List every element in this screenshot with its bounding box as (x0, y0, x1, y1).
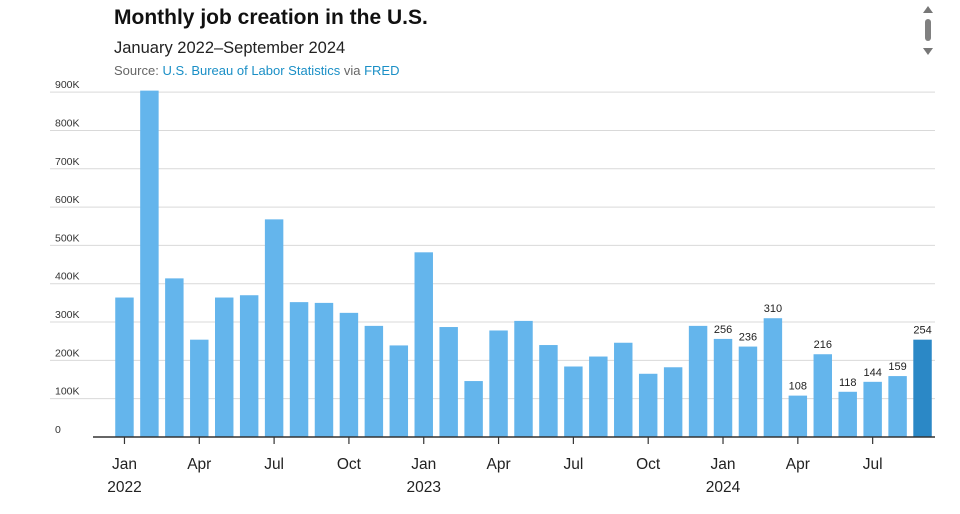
data-label: 236 (739, 332, 757, 344)
bar-23 (688, 325, 708, 437)
bar-27 (788, 395, 808, 437)
bar-11 (389, 345, 409, 437)
bar-13 (439, 327, 458, 437)
bar-5 (239, 295, 259, 437)
chart-source: Source: U.S. Bureau of Labor Statistics … (114, 63, 399, 78)
bar-19 (589, 356, 608, 437)
x-tick-year-label: 2023 (407, 479, 441, 496)
source-link-fred[interactable]: FRED (364, 63, 400, 78)
x-axis-tick-labels: Jan 2022 Apr Jul Oct Jan 2023 Apr Jul Oct Jan 2024 A… (107, 437, 883, 496)
y-tick-label: 900K (55, 79, 80, 91)
data-label: 256 (714, 324, 732, 336)
bar-26 (763, 318, 783, 437)
data-label: 254 (913, 325, 931, 337)
y-tick-label: 100K (55, 386, 80, 398)
y-tick-label: 600K (55, 194, 80, 206)
data-label: 216 (814, 339, 832, 351)
bar-30 (863, 381, 882, 437)
x-tick-label: Jul (863, 456, 883, 473)
data-label: 310 (764, 303, 782, 315)
bar-14 (464, 381, 483, 437)
bar-28 (813, 354, 833, 437)
bar-15 (489, 330, 508, 437)
scroll-thumb[interactable] (925, 19, 931, 41)
y-tick-label: 0 (55, 424, 61, 436)
bar-12 (414, 252, 433, 437)
y-tick-label: 400K (55, 271, 80, 283)
x-tick-label: Jul (563, 456, 583, 473)
bar-22 (663, 367, 683, 437)
bar-1 (140, 90, 159, 438)
y-tick-label: 700K (55, 156, 80, 168)
x-tick-label: Apr (786, 456, 810, 473)
y-tick-label: 200K (55, 347, 80, 359)
scroll-indicator-icon[interactable] (920, 6, 938, 58)
y-tick-label: 500K (55, 232, 80, 244)
bar-25 (738, 346, 758, 437)
bar-7 (289, 302, 309, 437)
x-tick-label: Jan (711, 456, 736, 473)
bar-18 (564, 366, 583, 437)
source-link-bls[interactable]: U.S. Bureau of Labor Statistics (162, 63, 341, 78)
data-label: 118 (839, 377, 857, 389)
data-labels: 256 236 310 108 216 118 144 159 254 (714, 303, 932, 392)
bar-0 (115, 297, 134, 437)
x-tick-label: Jan (411, 456, 436, 473)
bar-6 (264, 219, 284, 437)
bar-24 (713, 338, 733, 437)
x-tick-year-label: 2024 (706, 479, 741, 496)
source-prefix: Source: (114, 63, 159, 78)
bar-17 (539, 345, 558, 437)
bar-3 (190, 339, 209, 437)
bar-16 (514, 320, 533, 437)
bar-21 (638, 373, 658, 437)
x-tick-label: Jul (264, 456, 284, 473)
data-label: 159 (888, 361, 906, 373)
bar-8 (314, 302, 334, 437)
bar-32 (913, 339, 932, 437)
source-via: via (343, 63, 361, 78)
bar-4 (214, 297, 234, 437)
x-tick-label: Apr (486, 456, 510, 473)
bar-31 (888, 376, 907, 437)
scroll-up-arrow-icon[interactable] (923, 6, 933, 13)
y-axis-tick-labels: 0 100K 200K 300K 400K 500K 600K 700K 800K 900K (55, 79, 80, 436)
x-tick-label: Oct (636, 456, 661, 473)
chart-subtitle: January 2022–September 2024 (114, 39, 346, 57)
x-tick-year-label: 2022 (107, 479, 141, 496)
chart-title: Monthly job creation in the U.S. (114, 6, 428, 29)
x-tick-label: Apr (187, 456, 211, 473)
bar-10 (364, 325, 384, 437)
bar-29 (838, 391, 857, 437)
bars (115, 90, 932, 438)
bar-9 (339, 312, 359, 437)
x-tick-label: Oct (337, 456, 362, 473)
x-tick-label: Jan (112, 456, 137, 473)
data-label: 144 (863, 367, 881, 379)
data-label: 108 (789, 381, 807, 393)
y-tick-label: 300K (55, 309, 80, 321)
bar-20 (614, 342, 633, 437)
scroll-down-arrow-icon[interactable] (923, 48, 933, 55)
bar-2 (165, 278, 184, 437)
y-tick-label: 800K (55, 117, 80, 129)
